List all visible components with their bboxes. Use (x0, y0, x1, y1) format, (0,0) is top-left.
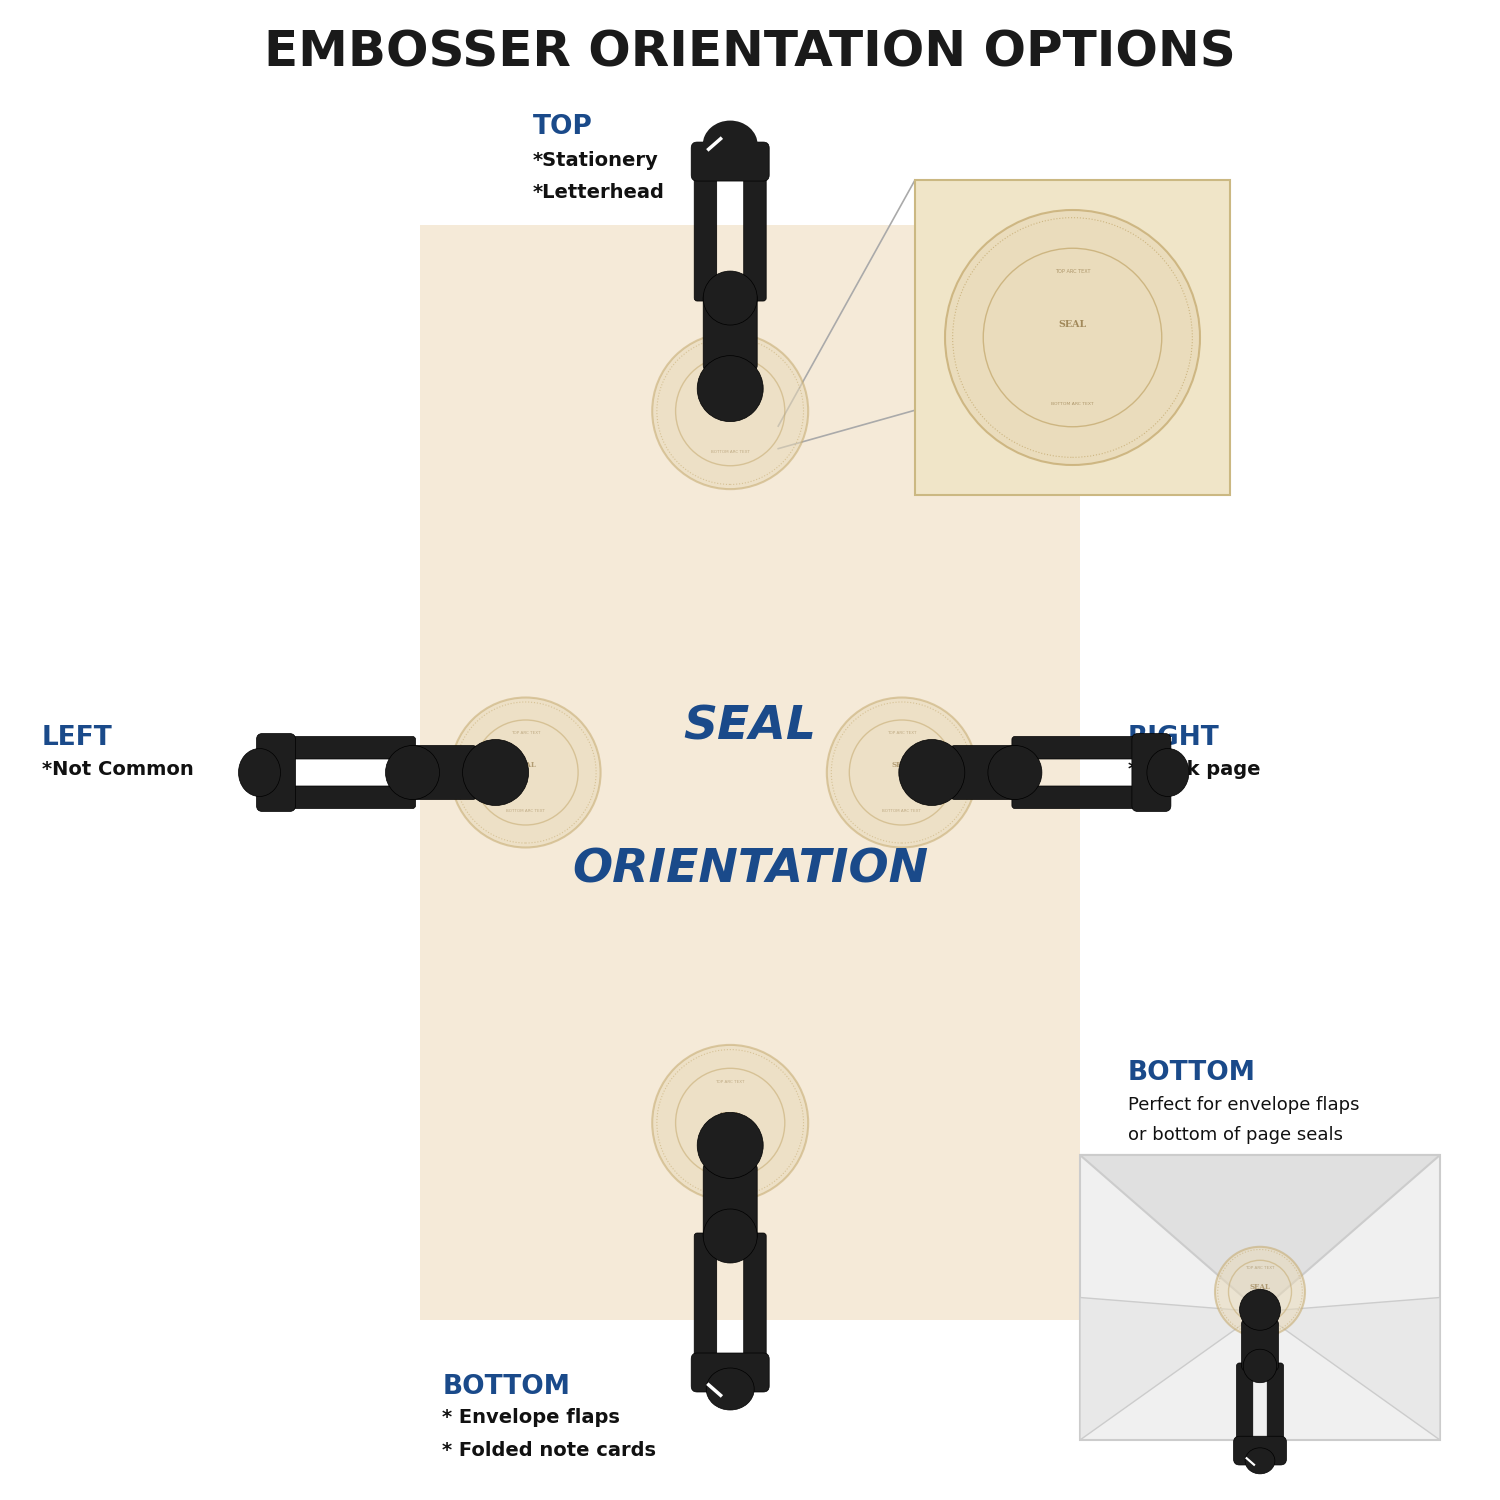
FancyBboxPatch shape (256, 734, 296, 812)
FancyBboxPatch shape (694, 160, 717, 302)
Text: LEFT: LEFT (42, 724, 112, 752)
Text: BOTTOM ARC TEXT: BOTTOM ARC TEXT (711, 1161, 750, 1166)
FancyBboxPatch shape (744, 160, 766, 302)
Text: BOTTOM ARC TEXT: BOTTOM ARC TEXT (1052, 402, 1094, 406)
FancyBboxPatch shape (692, 1353, 770, 1392)
Text: BOTTOM: BOTTOM (442, 1374, 570, 1401)
Text: TOP ARC TEXT: TOP ARC TEXT (512, 732, 540, 735)
Circle shape (450, 698, 600, 847)
Ellipse shape (706, 1368, 754, 1410)
Text: TOP ARC TEXT: TOP ARC TEXT (716, 1080, 746, 1084)
FancyBboxPatch shape (692, 142, 770, 182)
FancyBboxPatch shape (951, 746, 1020, 800)
FancyBboxPatch shape (1013, 786, 1154, 808)
Circle shape (827, 698, 977, 847)
Text: * Book page: * Book page (1128, 760, 1260, 778)
Circle shape (704, 1209, 758, 1263)
Circle shape (704, 272, 758, 326)
Circle shape (898, 740, 964, 806)
Ellipse shape (1148, 748, 1190, 796)
Text: BOTTOM: BOTTOM (1128, 1059, 1256, 1086)
FancyBboxPatch shape (1236, 1364, 1252, 1452)
Circle shape (945, 210, 1200, 465)
FancyBboxPatch shape (1080, 1155, 1440, 1440)
Circle shape (652, 1046, 808, 1202)
Text: BOTTOM ARC TEXT: BOTTOM ARC TEXT (1240, 1312, 1280, 1317)
FancyBboxPatch shape (1268, 1364, 1284, 1452)
Text: SEAL: SEAL (684, 705, 816, 750)
Circle shape (1239, 1290, 1281, 1330)
Circle shape (988, 746, 1042, 800)
Polygon shape (1080, 1298, 1260, 1440)
Polygon shape (1080, 1155, 1440, 1311)
Text: SEAL: SEAL (720, 399, 741, 408)
Text: * Folded note cards: * Folded note cards (442, 1442, 657, 1460)
Ellipse shape (706, 124, 754, 166)
Text: TOP ARC TEXT: TOP ARC TEXT (716, 369, 746, 372)
Polygon shape (1260, 1298, 1440, 1440)
FancyBboxPatch shape (704, 1164, 758, 1240)
Text: TOP: TOP (532, 114, 592, 141)
Text: RIGHT: RIGHT (1128, 724, 1220, 752)
FancyBboxPatch shape (694, 1233, 717, 1374)
FancyBboxPatch shape (704, 294, 758, 370)
Text: *Stationery: *Stationery (532, 152, 658, 170)
FancyBboxPatch shape (1013, 736, 1154, 759)
Circle shape (462, 740, 528, 806)
Text: * Envelope flaps: * Envelope flaps (442, 1408, 621, 1426)
Text: *Not Common: *Not Common (42, 760, 194, 778)
Text: SEAL: SEAL (720, 1112, 741, 1119)
Circle shape (1215, 1246, 1305, 1336)
FancyBboxPatch shape (1242, 1320, 1278, 1371)
FancyBboxPatch shape (744, 1233, 766, 1374)
Text: ORIENTATION: ORIENTATION (572, 847, 928, 892)
Text: Perfect for envelope flaps: Perfect for envelope flaps (1128, 1096, 1359, 1114)
FancyBboxPatch shape (274, 786, 416, 808)
Circle shape (652, 333, 808, 489)
Text: EMBOSSER ORIENTATION OPTIONS: EMBOSSER ORIENTATION OPTIONS (264, 28, 1236, 76)
FancyBboxPatch shape (1132, 734, 1172, 812)
FancyBboxPatch shape (420, 225, 1080, 1320)
FancyBboxPatch shape (274, 736, 416, 759)
Text: or bottom of page seals: or bottom of page seals (1128, 1126, 1342, 1144)
Circle shape (698, 1113, 764, 1179)
FancyBboxPatch shape (915, 180, 1230, 495)
Text: SEAL: SEAL (514, 760, 535, 770)
Text: TOP ARC TEXT: TOP ARC TEXT (1245, 1266, 1275, 1270)
Ellipse shape (1245, 1448, 1275, 1474)
FancyBboxPatch shape (1233, 1436, 1287, 1466)
Text: BOTTOM ARC TEXT: BOTTOM ARC TEXT (506, 810, 544, 813)
Circle shape (386, 746, 439, 800)
Text: SEAL: SEAL (1059, 321, 1086, 330)
Circle shape (1244, 1348, 1276, 1383)
FancyBboxPatch shape (408, 746, 477, 800)
Circle shape (698, 356, 764, 422)
Text: BOTTOM ARC TEXT: BOTTOM ARC TEXT (711, 450, 750, 453)
Text: BOTTOM ARC TEXT: BOTTOM ARC TEXT (882, 810, 921, 813)
Text: TOP ARC TEXT: TOP ARC TEXT (1054, 268, 1090, 273)
Text: TOP ARC TEXT: TOP ARC TEXT (886, 732, 916, 735)
Ellipse shape (238, 748, 280, 796)
Text: *Letterhead: *Letterhead (532, 183, 664, 201)
Text: SEAL: SEAL (1250, 1284, 1270, 1292)
Text: SEAL: SEAL (891, 760, 912, 770)
